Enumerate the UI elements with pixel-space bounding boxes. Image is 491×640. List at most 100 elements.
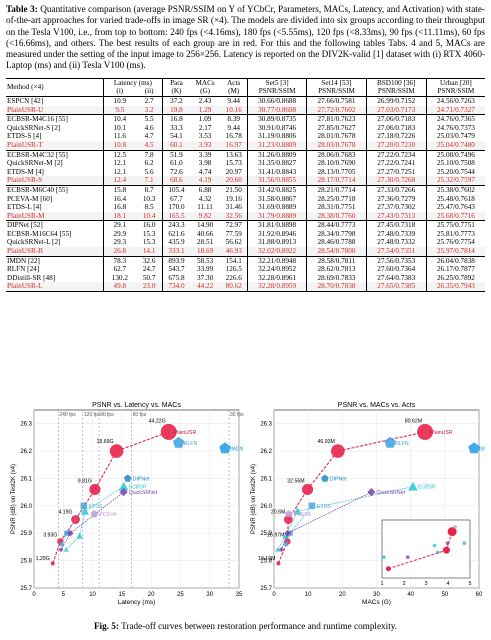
value-cell: 25.03/0.7479: [425, 132, 485, 141]
method-cell: PlainUSR-T: [6, 140, 104, 151]
inset-data-point: [432, 543, 437, 548]
value-cell: 3.53: [198, 132, 212, 141]
x-tick-label: 30: [373, 592, 380, 598]
value-cell: 333.1: [162, 247, 190, 257]
table-row: ECBSR-M4C32 [55] 12.5 7.8 51.9 3.39 13.63 31.2…: [6, 149, 485, 160]
value-cell: 27.27/0.7251: [365, 167, 427, 177]
method-cell: ECBSR-M6C40 [55]: [6, 184, 104, 195]
header-set5: Set5 [3]: [246, 77, 307, 88]
series-name-label: DIPNet: [330, 476, 347, 482]
value-cell: 27.66/0.7581: [306, 95, 367, 106]
value-cell: 30.77/0.8698: [246, 105, 307, 115]
value-cell: 26.8: [102, 247, 137, 257]
inset-data-point: [385, 566, 391, 572]
x-tick-label: 40: [407, 592, 414, 598]
method-cell: ETDS-M [4]: [7, 167, 44, 176]
header-acts: Acts: [220, 77, 248, 88]
value-cell: 8.39: [220, 114, 248, 124]
header-bsd100: BSD100 [36]: [365, 77, 427, 88]
value-cell: 27.22/0.7234: [365, 149, 427, 160]
value-cell: 50.7: [142, 273, 156, 282]
data-point: [58, 547, 64, 553]
value-cell: 27.45/0.7318: [365, 220, 427, 230]
series-line: [61, 505, 85, 545]
table-row: DIPNet [52] 29.1 16.0 243.3 14.90 72.97 31.81/…: [6, 220, 485, 230]
y-axis-label: PSNR (dB) on Test2K (x4): [251, 464, 257, 534]
table-row: PCEVA-M [60] 16.4 10.3 67.7 4.32 19.16 31.58/0…: [6, 194, 485, 204]
series-name-label: RLFN: [184, 441, 198, 447]
data-point: [63, 547, 69, 552]
subheader-g: (G): [189, 87, 221, 97]
value-cell: 170.0: [162, 203, 190, 212]
value-cell: 30.66/0.8688: [246, 95, 307, 106]
value-cell: 1.29: [189, 105, 221, 115]
inset-x-tick: 4: [446, 581, 449, 587]
table-row: ESPCN [42] 10.9 2.7 37.2 2.43 9.44 30.66/0.868…: [6, 95, 485, 106]
y-tick-label: 26.3: [20, 422, 32, 428]
value-cell: 28.03/0.7678: [306, 140, 367, 151]
inset-data-point: [445, 541, 450, 545]
value-cell: 893.9: [162, 255, 190, 266]
chart-title: PSNR vs. Latency vs. MACs: [92, 402, 181, 409]
x-tick-label: 0: [272, 592, 276, 598]
inset-data-point: [462, 541, 467, 545]
value-cell: 27.48/0.7332: [365, 238, 427, 248]
value-cell: 62.7: [102, 265, 137, 274]
value-cell: 28.10/0.7690: [306, 159, 367, 168]
inset-data-point: [442, 546, 450, 554]
value-cell: 11.11: [197, 203, 213, 212]
table-caption: Table 3: Quantitative comparison (averag…: [6, 4, 485, 72]
x-tick-label: 0: [32, 592, 36, 598]
value-cell: 61.0: [162, 159, 190, 168]
table-row: QuickSRNet-S [2] 10.1 4.6 33.3 2.17 9.44 30.91…: [6, 123, 485, 133]
value-cell: 8.5: [144, 203, 154, 212]
value-cell: 25.20/0.7544: [425, 167, 485, 177]
value-cell: 32.02/0.8922: [246, 247, 307, 257]
value-cell: 80.62: [220, 282, 248, 293]
value-cell: 37.30: [197, 273, 214, 282]
value-cell: 18.1: [102, 211, 137, 221]
value-cell: 25.68/0.7716: [425, 211, 485, 221]
value-cell: 16.0: [136, 220, 163, 230]
value-cell: 72.6: [162, 167, 190, 177]
value-cell: 15.8: [102, 184, 137, 195]
value-cell: 27.65/0.7385: [365, 282, 427, 293]
header-set14: Set14 [53]: [306, 77, 367, 88]
inset-data-point: [447, 527, 457, 537]
inset-x-tick: 1: [380, 581, 383, 587]
value-cell: 3.39: [189, 149, 221, 160]
value-cell: 28.69/0.7833: [306, 273, 367, 283]
value-cell: 20.97: [225, 167, 242, 176]
value-cell: 31.92/0.8946: [246, 229, 307, 239]
value-cell: 32.56: [220, 211, 248, 221]
table-row: PlainUSR-U 9.5 3.2 19.8 1.29 10.16 30.77/0.869…: [6, 105, 485, 115]
table-row: QuickSRNet-M [2] 12.1 6.2 61.0 3.98 15.73 31.3…: [6, 159, 485, 168]
value-cell: 18.69: [189, 247, 221, 257]
value-cell: 30.89/0.8735: [246, 114, 307, 124]
data-point: [278, 547, 284, 553]
fps-label: 60 fps: [133, 412, 147, 418]
subheader-m: (M): [220, 87, 248, 97]
value-cell: 27.85/0.7627: [306, 123, 367, 133]
value-cell: 27.30/0.7268: [365, 176, 427, 186]
series-line: [285, 505, 313, 545]
data-point: [219, 442, 231, 454]
plot-frame: [33, 409, 240, 589]
series-name-label: IMDN: [230, 446, 244, 452]
value-cell: 19.16: [225, 194, 242, 203]
value-cell: 2.7: [136, 95, 163, 106]
value-cell: 675.8: [162, 273, 190, 283]
value-cell: 21.50: [220, 184, 248, 195]
data-point: [284, 529, 291, 537]
x-tick-label: 20: [339, 592, 346, 598]
x-axis-label: Latency (ms): [118, 599, 156, 606]
data-point: [293, 507, 302, 515]
value-cell: 49.8: [102, 282, 137, 293]
x-axis-label: MACs (G): [362, 599, 391, 606]
table-row: ETDS-M [4] 12.1 5.6 72.6 4.74 20.97 31.41/0.88…: [6, 167, 485, 177]
value-cell: 27.64/0.7383: [365, 273, 427, 283]
x-tick-label: 30: [206, 592, 213, 598]
y-tick-label: 26.2: [260, 449, 272, 455]
value-cell: 543.7: [162, 265, 190, 274]
value-cell: 5.5: [136, 114, 163, 124]
